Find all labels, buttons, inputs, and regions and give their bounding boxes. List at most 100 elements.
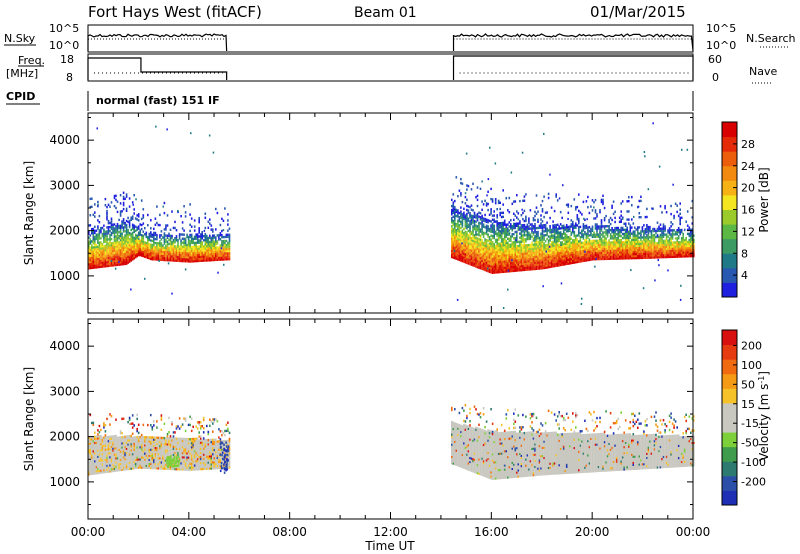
power-pixel — [538, 261, 541, 264]
power-pixel — [508, 211, 511, 214]
power-pixel — [652, 233, 654, 237]
power-pixel — [593, 241, 595, 245]
power-pixel — [107, 248, 110, 251]
power-pixel — [218, 258, 220, 261]
power-pixel — [113, 239, 116, 242]
power-pixel — [515, 239, 517, 242]
power-pixel — [140, 199, 143, 202]
power-pixel — [457, 258, 459, 261]
power-pixel — [452, 252, 455, 255]
power-pixel — [153, 235, 155, 239]
power-pixel — [649, 250, 651, 253]
power-pixel — [690, 248, 692, 252]
power-pixel — [144, 243, 146, 246]
power-pixel — [505, 264, 508, 267]
power-pixel — [538, 259, 541, 262]
power-pixel — [166, 248, 169, 252]
power-pixel — [562, 251, 565, 254]
power-pixel — [540, 255, 542, 258]
power-pixel — [460, 216, 462, 219]
power-pixel — [680, 253, 683, 256]
power-pixel — [159, 223, 161, 227]
power-pixel — [451, 235, 453, 238]
power-pixel — [667, 235, 669, 238]
power-pixel — [89, 248, 92, 251]
power-pixel — [213, 256, 216, 260]
power-pixel — [569, 239, 571, 243]
power-pixel — [131, 241, 134, 245]
power-pixel — [127, 255, 129, 258]
power-pixel — [473, 213, 476, 217]
power-pixel — [463, 256, 465, 259]
power-pixel — [614, 233, 616, 236]
power-pixel — [125, 209, 128, 212]
power-pixel — [210, 259, 213, 262]
power-pixel — [122, 236, 125, 239]
power-pixel — [545, 250, 547, 253]
power-pixel — [609, 216, 612, 220]
power-pixel — [466, 231, 468, 234]
power-pixel — [546, 262, 548, 265]
power-pixel — [526, 244, 529, 247]
power-pixel — [569, 237, 571, 241]
power-pixel — [617, 251, 619, 254]
power-pixel — [475, 228, 477, 231]
power-pixel — [153, 258, 155, 261]
power-pixel — [175, 237, 178, 240]
velocity-pixel — [89, 444, 92, 447]
power-pixel — [458, 252, 461, 255]
power-pixel — [163, 242, 166, 245]
power-pixel — [570, 249, 573, 253]
power-pixel — [134, 247, 137, 251]
power-pixel — [165, 224, 167, 227]
power-pixel — [641, 226, 644, 229]
power-pixel — [142, 238, 145, 242]
power-pixel — [603, 245, 606, 248]
power-pixel — [520, 232, 523, 235]
power-pixel — [487, 261, 489, 265]
power-pixel — [464, 248, 467, 252]
power-pixel — [131, 201, 134, 204]
power-pixel — [588, 256, 591, 259]
power-pixel — [125, 240, 128, 243]
power-pixel — [472, 262, 474, 265]
power-pixel — [150, 249, 152, 252]
power-pixel — [525, 240, 527, 243]
power-pixel — [187, 248, 190, 251]
freq-unit-label: [MHz] — [6, 67, 38, 80]
power-pixel — [555, 244, 557, 247]
power-pixel — [467, 209, 470, 212]
power-pixel — [487, 225, 489, 228]
power-pixel — [671, 231, 674, 234]
power-pixel — [526, 254, 529, 257]
power-pixel — [153, 245, 155, 249]
power-pixel — [142, 244, 145, 248]
power-pixel — [142, 242, 145, 246]
power-pixel — [128, 254, 131, 257]
power-pixel — [134, 241, 137, 245]
power-pixel — [150, 255, 152, 258]
power-pixel — [540, 253, 542, 256]
power-pixel — [172, 255, 175, 258]
power-pixel — [490, 228, 492, 231]
power-pixel — [499, 266, 501, 270]
power-pixel — [572, 225, 574, 228]
power-pixel — [222, 250, 225, 253]
power-pixel — [538, 240, 541, 244]
power-pixel — [575, 240, 577, 244]
power-pixel — [89, 214, 92, 217]
power-pixel — [476, 227, 479, 230]
power-pixel — [224, 235, 226, 239]
power-pixel — [156, 256, 158, 259]
power-pixel — [686, 242, 689, 246]
power-pixel — [560, 244, 562, 247]
power-pixel — [559, 255, 562, 259]
power-pixel — [652, 248, 654, 251]
velocity-pixel — [101, 436, 104, 439]
power-pixel — [500, 244, 503, 247]
power-pixel — [463, 242, 465, 245]
power-pixel — [210, 244, 213, 248]
power-pixel — [535, 243, 538, 246]
power-pixel — [528, 247, 530, 251]
power-pixel — [144, 253, 146, 256]
